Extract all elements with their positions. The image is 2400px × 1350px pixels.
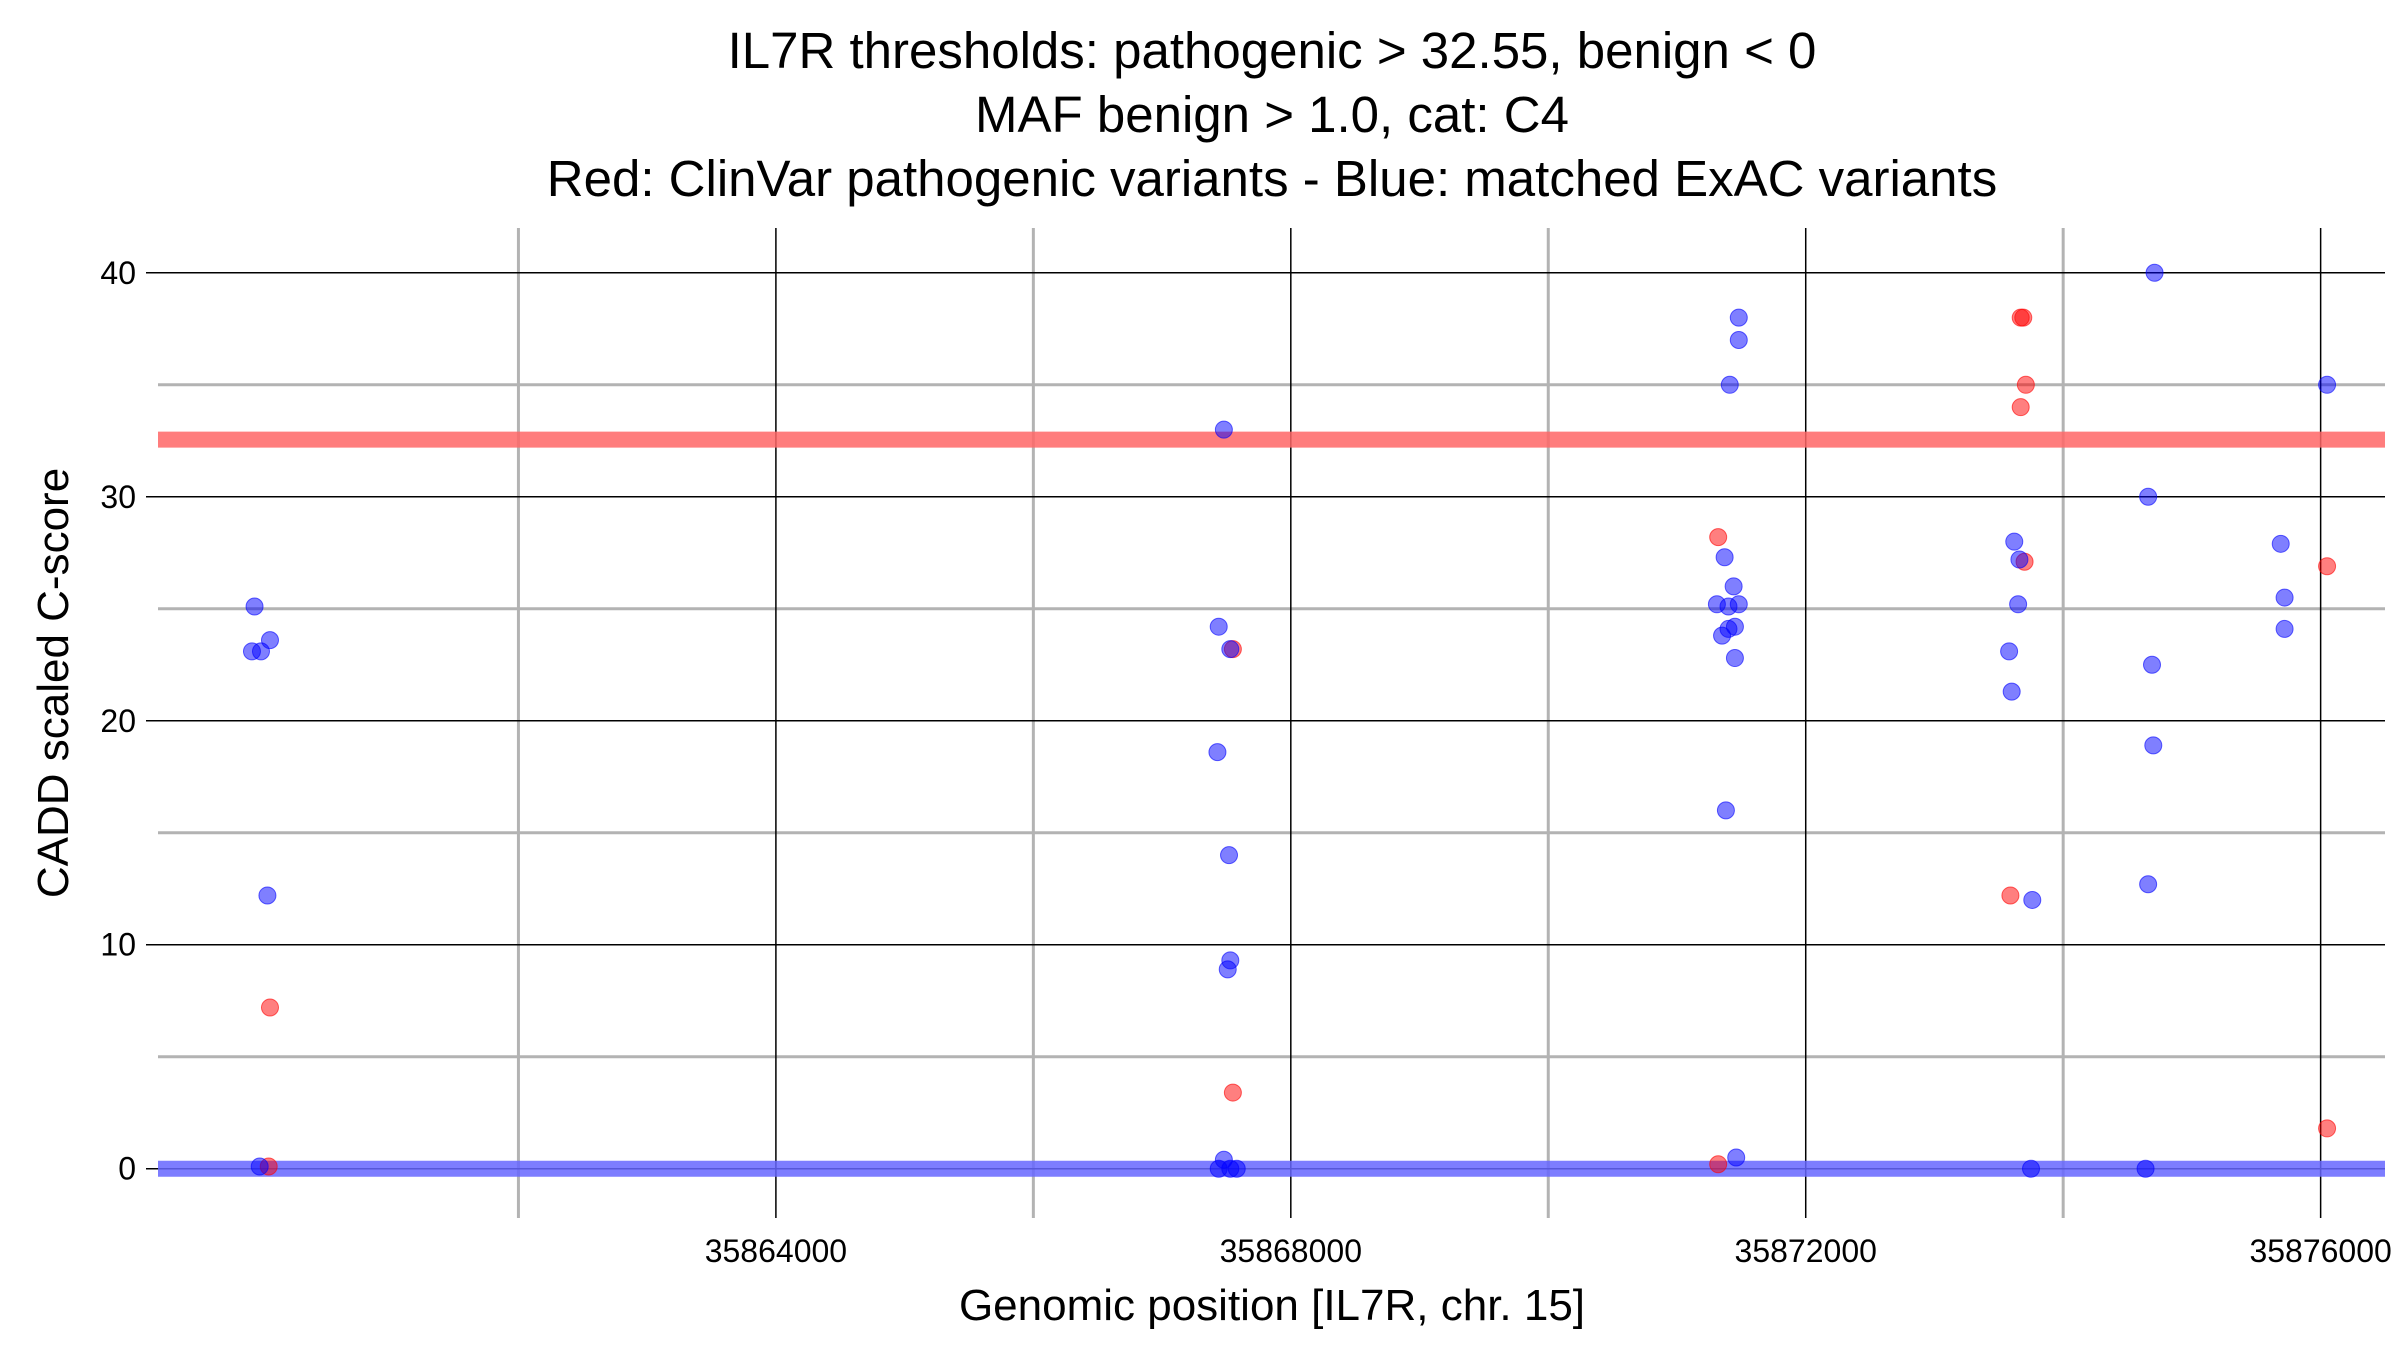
benign-point-47 [2318,375,2337,394]
benign-point-43 [2136,1159,2155,1178]
x-tick-label-2: 35872000 [1735,1233,1877,1269]
benign-point-35 [2002,682,2021,701]
benign-point-0 [245,597,264,616]
title-line-2: MAF benign > 1.0, cat: C4 [975,86,1569,143]
benign-point-26 [1725,617,1744,636]
benign-point-28 [1725,649,1744,668]
pathogenic-point-0 [260,998,279,1017]
benign-point-10 [1220,846,1239,865]
benign-point-30 [1727,1148,1746,1167]
benign-point-34 [2000,642,2019,661]
benign-point-24 [1729,595,1748,614]
benign-point-39 [2139,487,2158,506]
y-tick-label-0: 0 [118,1151,136,1187]
pathogenic-point-12 [2318,557,2337,576]
x-tick-label-1: 35868000 [1220,1233,1362,1269]
pathogenic-point-3 [1223,1083,1242,1102]
benign-point-17 [1729,308,1748,327]
benign-point-40 [2143,655,2162,674]
y-tick-label-2: 20 [100,703,136,739]
benign-point-4 [258,886,277,905]
pathogenic-point-8 [2016,375,2035,394]
benign-point-44 [2271,534,2290,553]
benign-point-37 [2021,1159,2040,1178]
benign-point-32 [2010,550,2029,569]
benign-point-27 [1713,626,1732,645]
plot-area: 35864000 35868000 35872000 35876000 0 10 20 30 4… [100,228,2392,1269]
benign-point-3 [260,631,279,650]
pathogenic-point-13 [2318,1119,2337,1138]
benign-point-5 [250,1157,269,1176]
pathogenic-point-11 [2001,886,2020,905]
benign-point-36 [2023,890,2042,909]
benign-point-16 [1227,1159,1246,1178]
x-axis-label: Genomic position [IL7R, chr. 15] [959,1281,1585,1330]
benign-point-9 [1208,743,1227,762]
benign-point-7 [1209,617,1228,636]
y-tick-label-3: 30 [100,479,136,515]
benign-point-38 [2145,263,2164,282]
benign-point-45 [2275,588,2294,607]
benign-point-41 [2144,736,2163,755]
benign-point-8 [1221,640,1240,659]
pathogenic-point-4 [1709,528,1728,547]
benign-point-33 [2009,595,2028,614]
benign-point-46 [2275,619,2294,638]
benign-point-19 [1720,375,1739,394]
x-tick-label-0: 35864000 [705,1233,847,1269]
benign-point-18 [1729,330,1748,349]
benign-point-12 [1218,960,1237,979]
benign-point-29 [1716,801,1735,820]
pathogenic-point-7 [2014,308,2033,327]
pathogenic-point-9 [2011,398,2030,417]
y-tick-label-4: 40 [100,255,136,291]
title-line-3: Red: ClinVar pathogenic variants - Blue:… [547,150,1997,207]
chart-title: IL7R thresholds: pathogenic > 32.55, ben… [547,22,1997,207]
y-axis-label: CADD scaled C-score [29,468,78,898]
benign-point-42 [2139,875,2158,894]
benign-point-21 [1724,577,1743,596]
benign-point-31 [2005,532,2024,551]
pathogenic-point-5 [1709,1155,1728,1174]
x-tick-label-3: 35876000 [2249,1233,2391,1269]
title-line-1: IL7R thresholds: pathogenic > 32.55, ben… [728,22,1817,79]
y-tick-label-1: 10 [100,927,136,963]
benign-point-6 [1214,420,1233,439]
benign-point-20 [1715,548,1734,567]
